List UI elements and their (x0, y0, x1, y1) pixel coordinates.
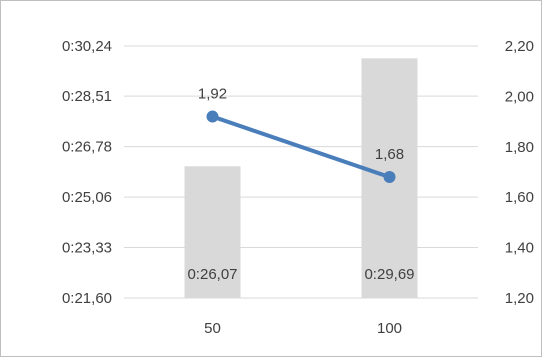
bar-data-label: 0:29,69 (364, 266, 414, 283)
category-label: 100 (377, 320, 402, 337)
line-data-label: 1,68 (375, 146, 404, 163)
left-tick-label: 0:23,33 (62, 240, 112, 257)
right-axis: 1,20 1,40 1,60 1,80 2,00 2,20 (505, 38, 534, 307)
right-tick-label: 1,60 (505, 189, 534, 206)
data-labels: 0:26,07 0:29,69 1,92 1,68 (187, 86, 414, 283)
chart-border (0, 0, 542, 357)
left-axis: 0:21,60 0:23,33 0:25,06 0:26,78 0:28,51 0:30,… (62, 38, 112, 307)
line-point (206, 110, 219, 123)
left-tick-label: 0:30,24 (62, 38, 112, 55)
gridlines (124, 45, 478, 299)
right-tick-label: 1,20 (505, 290, 534, 307)
line-path (210, 114, 392, 180)
bar (184, 166, 241, 298)
left-tick-label: 0:28,51 (62, 88, 112, 105)
x-axis: 50 100 (204, 320, 402, 337)
bar-data-label: 0:26,07 (187, 266, 237, 283)
right-tick-label: 1,40 (505, 240, 534, 257)
line-series (206, 110, 396, 184)
right-tick-label: 2,20 (505, 38, 534, 55)
left-tick-label: 0:26,78 (62, 139, 112, 156)
left-tick-label: 0:25,06 (62, 189, 112, 206)
right-tick-label: 1,80 (505, 139, 534, 156)
category-label: 50 (204, 320, 221, 337)
line-point (383, 171, 396, 184)
left-tick-label: 0:21,60 (62, 290, 112, 307)
line-data-label: 1,92 (198, 86, 227, 103)
right-tick-label: 2,00 (505, 88, 534, 105)
